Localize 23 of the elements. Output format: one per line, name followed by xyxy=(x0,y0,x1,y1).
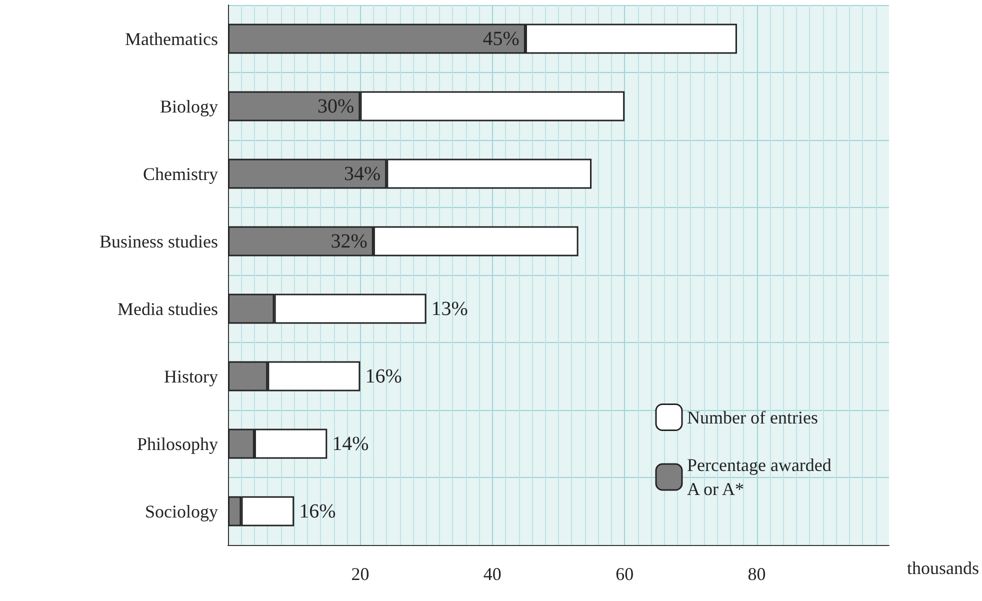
annotation: 32% xyxy=(330,230,368,252)
y-tick-label: Philosophy xyxy=(136,434,218,454)
y-tick-label: Sociology xyxy=(144,501,218,522)
legend-label: Number of entries xyxy=(687,407,818,428)
x-axis-title: thousands xyxy=(907,558,979,578)
annotation: 13% xyxy=(431,298,468,320)
annotation: 14% xyxy=(332,432,369,455)
y-tick-label: Business studies xyxy=(99,231,218,252)
annotation: 16% xyxy=(299,500,336,522)
annotation: 34% xyxy=(344,162,381,185)
y-tick-label: Biology xyxy=(160,96,218,116)
y-tick-label: Media studies xyxy=(118,298,218,319)
annotation: 16% xyxy=(365,365,402,388)
y-tick-label: Mathematics xyxy=(125,28,218,49)
x-tick-label: 20 xyxy=(351,564,370,584)
annotation: 45% xyxy=(482,28,520,50)
x-tick-label: 40 xyxy=(483,564,502,584)
legend-label: Percentage awarded A or A* xyxy=(687,455,836,499)
x-tick-label: 60 xyxy=(616,564,634,584)
x-tick-label: 80 xyxy=(748,564,766,584)
y-tick-label: Chemistry xyxy=(143,164,218,184)
annotation: 30% xyxy=(318,95,354,118)
y-tick-label: History xyxy=(164,366,218,386)
